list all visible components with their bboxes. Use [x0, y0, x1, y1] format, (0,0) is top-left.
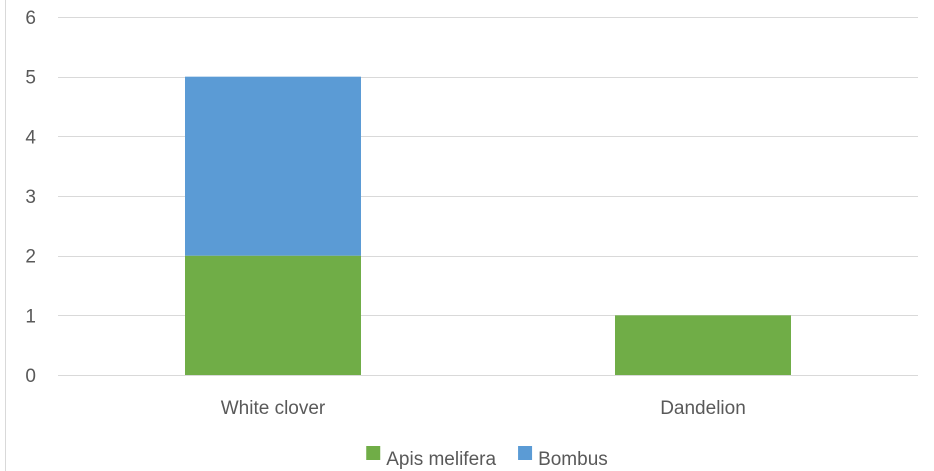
legend-item: Apis melifera [366, 446, 496, 470]
bars [185, 76, 791, 375]
y-tick-label: 2 [25, 247, 36, 268]
y-tick-label: 6 [25, 8, 36, 29]
y-tick-label: 5 [25, 68, 36, 89]
legend-label: Apis melifera [386, 449, 496, 470]
bar-white-clover-apis-melifera [185, 255, 361, 375]
x-category-label: Dandelion [660, 398, 746, 419]
bar-white-clover-bombus [185, 76, 361, 256]
y-axis-tick-labels: 0 1 2 3 4 5 6 [25, 8, 36, 387]
x-axis-category-labels: White clover Dandelion [221, 398, 746, 419]
bar-dandelion-apis-melifera [615, 315, 791, 375]
legend-swatch [518, 446, 533, 460]
legend: Apis melifera Bombus [366, 446, 608, 470]
y-tick-label: 0 [25, 366, 36, 387]
y-tick-label: 1 [25, 306, 36, 327]
x-category-label: White clover [221, 398, 326, 419]
y-tick-label: 4 [25, 127, 36, 148]
legend-label: Bombus [538, 449, 608, 470]
legend-item: Bombus [518, 446, 608, 470]
y-tick-label: 3 [25, 187, 36, 208]
legend-swatch [366, 446, 381, 460]
